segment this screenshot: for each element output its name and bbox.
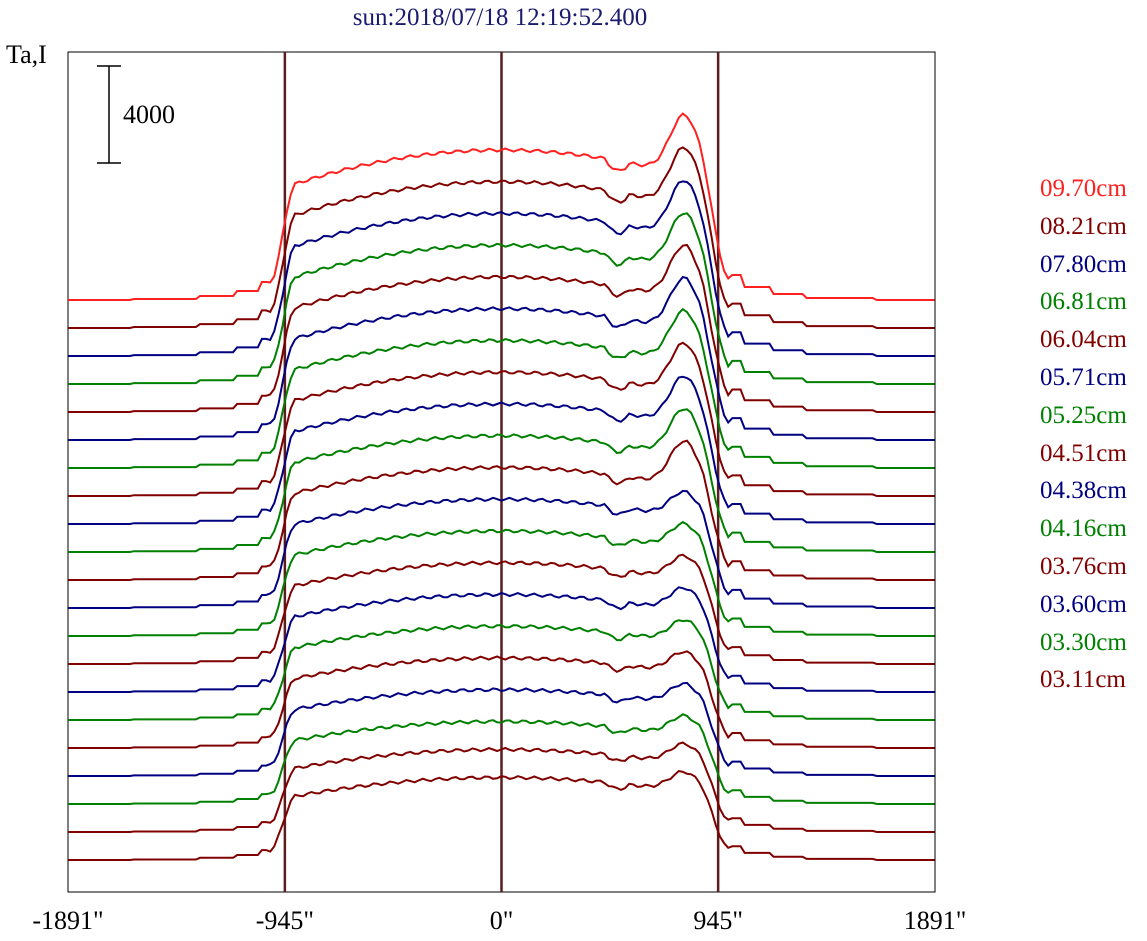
legend: 09.70cm 08.21cm 07.80cm 06.81cm 06.04cm 05.71… — [1040, 170, 1127, 699]
legend-entry: 05.25cm — [1040, 401, 1127, 429]
series-line — [68, 146, 935, 329]
series-line — [68, 212, 935, 385]
series-line — [68, 586, 935, 693]
legend-entry: 05.71cm — [1040, 363, 1127, 391]
legend-entry: 03.11cm — [1040, 666, 1126, 694]
series-line — [68, 713, 935, 805]
series-line — [68, 112, 935, 301]
x-tick-label: -945" — [255, 906, 314, 935]
legend-entry: 03.76cm — [1040, 552, 1127, 580]
legend-entry: 03.30cm — [1040, 628, 1127, 656]
series-line — [68, 180, 935, 357]
legend-entry: 09.70cm — [1040, 175, 1127, 202]
scale-bar-label: 4000 — [123, 100, 175, 129]
series-line — [68, 341, 935, 497]
series-line — [68, 650, 935, 749]
series-line — [68, 439, 935, 581]
series-line — [68, 619, 935, 721]
legend-entry: 06.81cm — [1040, 288, 1127, 316]
series-line — [68, 243, 935, 413]
x-tick-label: 0" — [489, 906, 514, 935]
series-line — [68, 375, 935, 525]
legend-entry: 03.60cm — [1040, 590, 1127, 618]
legend-entry: 08.21cm — [1040, 212, 1127, 240]
series-line — [68, 520, 935, 637]
legend-entry: 04.16cm — [1040, 515, 1127, 543]
series-line — [68, 553, 935, 665]
legend-entry: 07.80cm — [1040, 250, 1127, 278]
x-tick-label: -1891" — [32, 906, 104, 935]
series-line — [68, 770, 935, 861]
chart-title: sun:2018/07/18 12:19:52.400 — [352, 4, 648, 31]
series-line — [68, 408, 935, 553]
x-tick-label: 945" — [693, 906, 743, 935]
series-lines — [68, 112, 935, 861]
legend-entry: 04.38cm — [1040, 477, 1127, 505]
series-line — [68, 275, 935, 441]
series-line — [68, 681, 935, 777]
scale-bar: 4000 — [97, 65, 175, 164]
series-line — [68, 307, 935, 469]
series-line — [68, 741, 935, 833]
legend-entry: 04.51cm — [1040, 439, 1127, 467]
legend-entry: 06.04cm — [1040, 326, 1127, 354]
vertical-markers — [283, 52, 720, 892]
y-axis-label: Ta,I — [6, 40, 47, 69]
x-tick-label: 1891" — [903, 906, 967, 935]
series-line — [68, 489, 935, 609]
